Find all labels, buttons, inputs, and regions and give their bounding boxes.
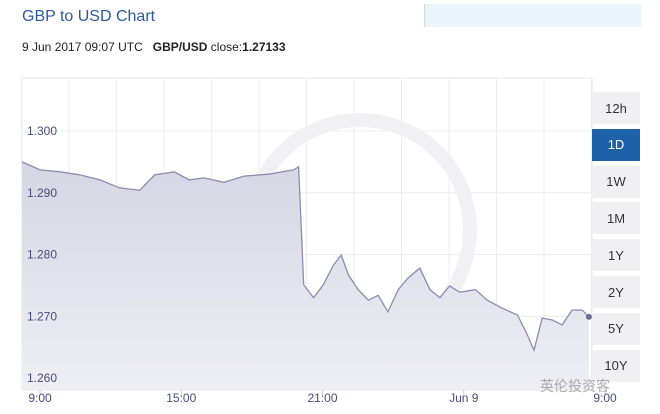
y-tick-label: 1.300 [27, 124, 57, 138]
range-button-1Y[interactable]: 1Y [592, 239, 640, 272]
close-label: close: [210, 40, 243, 54]
x-tick-label: 9:00 [28, 391, 52, 405]
range-button-12h[interactable]: 12h [592, 92, 640, 124]
range-button-1D[interactable]: 1D [592, 128, 640, 161]
y-tick-label: 1.280 [27, 248, 57, 262]
range-button-1M[interactable]: 1M [592, 202, 640, 235]
last-point-marker [585, 313, 592, 320]
page-title: GBP to USD Chart [22, 8, 156, 25]
x-tick-label: Jun 9 [449, 391, 479, 405]
range-button-1W[interactable]: 1W [592, 165, 640, 198]
close-value: 1.27133 [242, 40, 286, 54]
area-fill [21, 161, 589, 390]
range-button-5Y[interactable]: 5Y [592, 312, 640, 345]
quote-datetime: 9 Jun 2017 09:07 UTC [22, 40, 143, 54]
y-tick-label: 1.270 [27, 309, 57, 323]
x-tick-label: 15:00 [166, 391, 196, 405]
quote-summary: 9 Jun 2017 09:07 UTC GBP/USD close:1.271… [22, 40, 286, 54]
search-box[interactable] [424, 4, 641, 27]
range-button-10Y[interactable]: 10Y [592, 349, 640, 382]
range-button-2Y[interactable]: 2Y [592, 276, 640, 308]
x-tick-label: 9:00 [593, 391, 617, 405]
y-tick-label: 1.260 [27, 371, 57, 385]
x-tick-label: 21:00 [307, 391, 337, 405]
watermark: 英伦投资客 [540, 378, 610, 394]
y-tick-label: 1.290 [27, 186, 57, 200]
pair-label: GBP/USD [152, 40, 208, 54]
series-line [21, 161, 590, 353]
